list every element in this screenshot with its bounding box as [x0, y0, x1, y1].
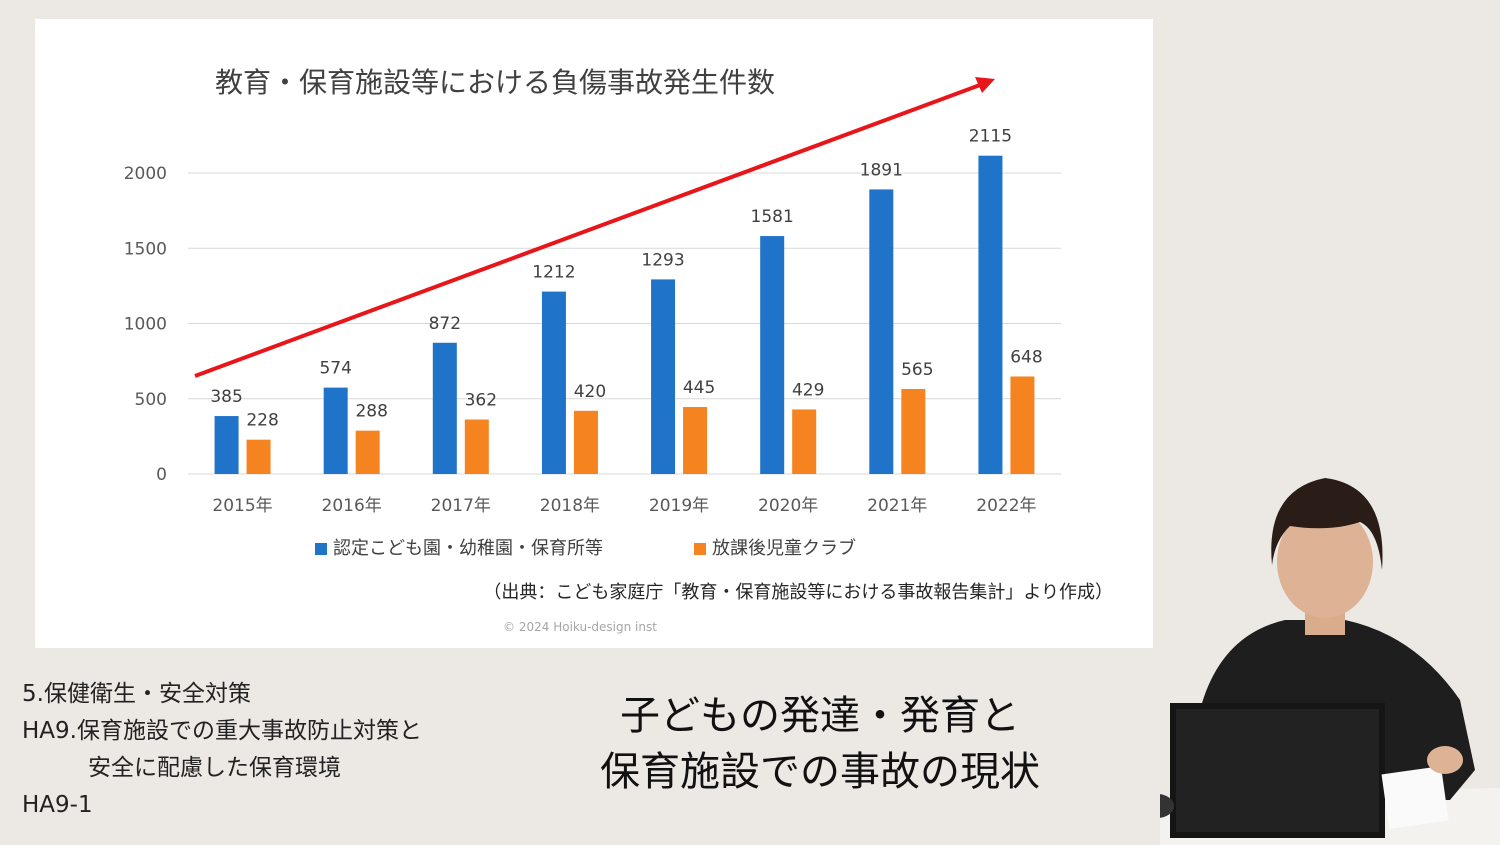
- x-tick-label: 2022年: [976, 496, 1036, 516]
- bar-series1: [760, 236, 785, 474]
- trend-arrow-head: [975, 77, 995, 93]
- data-label: 565: [901, 360, 933, 380]
- slide: 教育・保育施設等における負傷事故発生件数 385 228 574 288 872 362 1…: [35, 19, 1153, 648]
- data-label: 2115: [969, 127, 1012, 147]
- x-tick-label: 2017年: [431, 496, 491, 516]
- y-tick-label: 500: [135, 390, 167, 410]
- bar-series2: [1010, 376, 1035, 474]
- y-tick-label: 0: [156, 465, 167, 485]
- y-tick-label: 1000: [124, 315, 167, 335]
- trend-arrow-line: [194, 83, 981, 378]
- x-tick-label: 2015年: [212, 496, 272, 516]
- data-label: 872: [429, 314, 461, 334]
- data-label: 445: [683, 378, 715, 398]
- data-label: 1212: [532, 263, 575, 283]
- x-tick-label: 2021年: [867, 496, 927, 516]
- x-tick-label: 2016年: [322, 496, 382, 516]
- bar-series1: [651, 279, 676, 474]
- axis-ticks: 0 500 1000 1500 2000 2015年 2016年 2017年 2018年 2019…: [124, 164, 1037, 516]
- legend: 認定こども園・幼稚園・保育所等 放課後児童クラブ: [315, 537, 856, 559]
- lesson-title-line2: 保育施設での事故の現状: [600, 749, 1040, 795]
- bar-series2: [355, 430, 380, 474]
- y-tick-label: 1500: [124, 239, 167, 259]
- presenter-video: [1160, 478, 1500, 845]
- trend-arrow: [194, 77, 995, 378]
- presenter-face: [1277, 506, 1373, 618]
- bar-series1: [869, 189, 894, 475]
- data-label: 228: [246, 411, 278, 431]
- legend-label-series2: 放課後児童クラブ: [712, 537, 856, 559]
- course-info: 5.保健衛生・安全対策 HA9.保育施設での重大事故防止対策と 安全に配慮した保…: [22, 676, 422, 824]
- bar-series1: [323, 387, 348, 474]
- data-label: 1293: [641, 250, 684, 270]
- lesson-code: HA9-1: [22, 792, 93, 818]
- presenter-hair: [1271, 478, 1383, 570]
- module-title-line2: 安全に配慮した保育環境: [88, 755, 341, 781]
- bar-series2: [901, 388, 926, 474]
- bars: [214, 155, 1035, 475]
- data-label: 1891: [860, 160, 903, 180]
- legend-label-series1: 認定こども園・幼稚園・保育所等: [333, 538, 603, 559]
- lesson-title: 子どもの発達・発育と 保育施設での事故の現状: [520, 688, 1120, 800]
- x-tick-label: 2020年: [758, 496, 818, 516]
- data-label: 420: [574, 382, 606, 402]
- bar-series1: [541, 291, 566, 474]
- bar-series2: [792, 409, 817, 474]
- section-title: 5.保健衛生・安全対策: [22, 681, 251, 707]
- data-label: 648: [1010, 347, 1042, 367]
- data-label: 288: [355, 402, 387, 422]
- module-title-line1: HA9.保育施設での重大事故防止対策と: [22, 718, 422, 744]
- chart-title: 教育・保育施設等における負傷事故発生件数: [215, 66, 775, 99]
- bar-series2: [246, 439, 271, 474]
- data-label: 385: [210, 387, 242, 407]
- data-label: 1581: [751, 207, 794, 227]
- bar-series1: [432, 342, 457, 474]
- presenter-hand: [1427, 746, 1463, 774]
- mouse-icon: [1160, 794, 1174, 818]
- bar-series2: [683, 407, 708, 474]
- bar-series2: [573, 410, 598, 474]
- data-label: 429: [792, 380, 824, 400]
- bar-series1: [214, 416, 239, 474]
- legend-swatch-series1: [315, 543, 327, 555]
- data-label: 362: [465, 391, 497, 411]
- lesson-title-line1: 子どもの発達・発育と: [620, 693, 1020, 739]
- y-tick-label: 2000: [124, 164, 167, 184]
- legend-swatch-series2: [694, 543, 706, 555]
- x-tick-label: 2018年: [540, 496, 600, 516]
- copyright-text: © 2024 Hoiku-design inst: [503, 620, 657, 634]
- x-tick-label: 2019年: [649, 496, 709, 516]
- source-note: （出典：こども家庭庁「教育・保育施設等における事故報告集計」より作成）: [483, 582, 1113, 603]
- bar-series1: [978, 155, 1003, 474]
- papers: [1381, 766, 1449, 829]
- data-label: 574: [319, 359, 351, 379]
- bar-series2: [464, 419, 489, 474]
- laptop-lid: [1176, 709, 1379, 832]
